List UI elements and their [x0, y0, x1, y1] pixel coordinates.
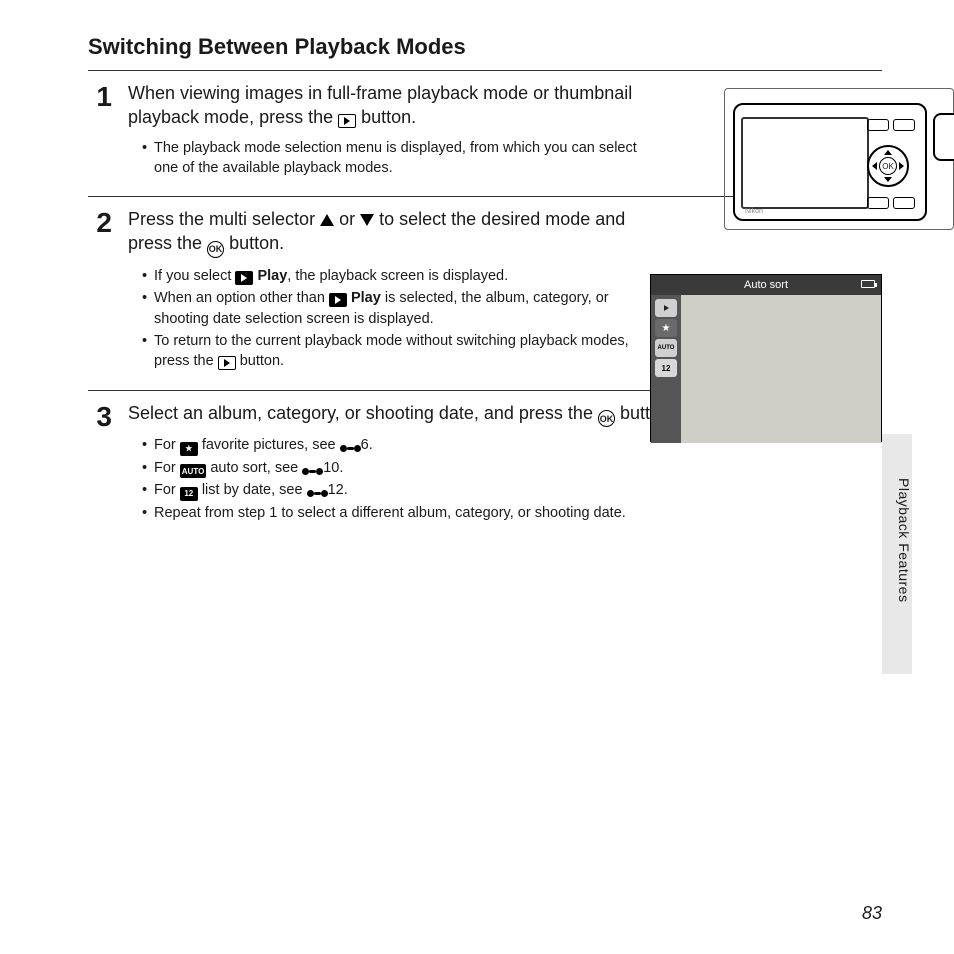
- play-icon: [235, 271, 253, 285]
- text: For: [154, 460, 180, 476]
- step-number: 1: [88, 83, 112, 111]
- text: button.: [229, 233, 284, 253]
- divider: [88, 70, 882, 71]
- down-arrow-icon: [360, 214, 374, 226]
- step-2-title: Press the multi selector or to select th…: [128, 207, 658, 258]
- step-1-bullet: The playback mode selection menu is disp…: [142, 138, 648, 179]
- play-label: Play: [257, 268, 287, 284]
- reference-icon: [340, 445, 361, 452]
- text: 10.: [323, 460, 343, 476]
- text: button.: [361, 107, 416, 127]
- menu-item-play-icon: [655, 299, 677, 317]
- step-3-bullet: Repeat from step 1 to select a different…: [142, 503, 882, 523]
- text: or: [339, 209, 360, 229]
- menu-title-bar: Auto sort: [651, 275, 881, 295]
- step-number: 3: [88, 403, 112, 431]
- text: list by date, see: [202, 482, 307, 498]
- text: For: [154, 437, 180, 453]
- section-heading: Switching Between Playback Modes: [88, 34, 882, 60]
- text: , the playback screen is displayed.: [287, 268, 508, 284]
- step-number: 2: [88, 209, 112, 237]
- list-by-date-icon: 12: [180, 487, 198, 501]
- page-number: 83: [862, 903, 882, 924]
- favorite-icon: ★: [180, 442, 198, 456]
- text: button.: [240, 353, 284, 369]
- hand-icon: [933, 113, 954, 161]
- playback-button-icon: [218, 356, 236, 370]
- step-2-bullet: If you select Play, the playback screen …: [142, 266, 658, 286]
- reference-icon: [307, 490, 328, 497]
- menu-screenshot: Auto sort ★ AUTO 12: [650, 274, 882, 442]
- manual-page: Switching Between Playback Modes 1 When …: [0, 0, 954, 954]
- text: Select an album, category, or shooting d…: [128, 403, 598, 423]
- text: If you select: [154, 268, 235, 284]
- menu-title: Auto sort: [744, 279, 788, 291]
- menu-main-area: [681, 295, 881, 443]
- text: auto sort, see: [210, 460, 302, 476]
- step-2-bullet: When an option other than Play is select…: [142, 288, 658, 329]
- play-icon: [329, 293, 347, 307]
- step-3-bullet: For 12 list by date, see 12.: [142, 480, 882, 501]
- text: favorite pictures, see: [202, 437, 340, 453]
- up-arrow-icon: [320, 214, 334, 226]
- menu-item-favorite-icon: ★: [655, 319, 677, 337]
- menu-item-auto-sort-icon: AUTO: [655, 339, 677, 357]
- text: 6.: [361, 437, 373, 453]
- chapter-label: Playback Features: [896, 478, 912, 602]
- text: For: [154, 482, 180, 498]
- step-3-bullet: For AUTO auto sort, see 10.: [142, 458, 882, 479]
- auto-sort-icon: AUTO: [180, 464, 207, 478]
- text: When an option other than: [154, 290, 329, 306]
- step-2-bullet: To return to the current playback mode w…: [142, 331, 658, 372]
- playback-button-icon: [338, 114, 356, 128]
- ok-button-icon: OK: [207, 241, 224, 258]
- brand-label: Nikon: [745, 208, 763, 215]
- text: Press the multi selector: [128, 209, 320, 229]
- multi-selector-icon: [867, 145, 909, 187]
- reference-icon: [302, 468, 323, 475]
- step-1-title: When viewing images in full-frame playba…: [128, 81, 648, 130]
- play-label: Play: [351, 290, 381, 306]
- menu-item-date-icon: 12: [655, 359, 677, 377]
- camera-illustration: Nikon: [724, 88, 954, 230]
- ok-button-icon: OK: [598, 410, 615, 427]
- menu-sidebar: ★ AUTO 12: [651, 295, 681, 443]
- battery-icon: [861, 280, 875, 288]
- text: 12.: [328, 482, 348, 498]
